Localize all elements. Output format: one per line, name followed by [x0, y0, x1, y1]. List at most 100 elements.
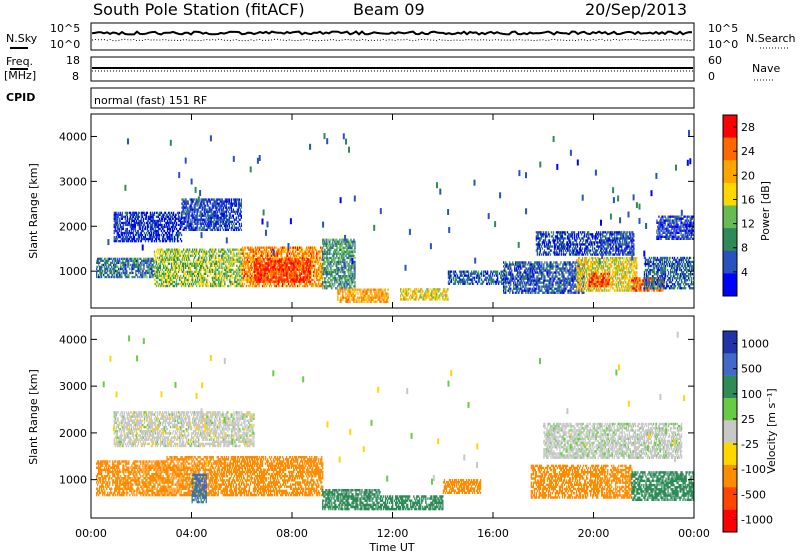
heatmap-cell	[189, 272, 191, 275]
heatmap-cell	[140, 215, 142, 218]
heatmap-cell	[280, 264, 282, 267]
heatmap-cell	[182, 264, 184, 267]
heatmap-cell	[354, 256, 356, 260]
heatmap-cell	[257, 250, 260, 253]
heatmap-cell	[243, 270, 246, 273]
heatmap-cell	[368, 288, 370, 291]
heatmap-cell	[124, 235, 126, 239]
heatmap-cell	[270, 268, 272, 271]
heatmap-cell	[185, 282, 187, 286]
heatmap-cell	[128, 265, 130, 269]
heatmap-cell	[137, 233, 139, 237]
heatmap-cell	[157, 262, 160, 265]
heatmap-cell	[240, 284, 242, 288]
heatmap-cell	[219, 276, 221, 280]
heatmap-cell	[199, 262, 201, 265]
heatmap-cell	[220, 248, 222, 251]
heatmap-cell	[213, 202, 215, 205]
heatmap-cell	[324, 277, 326, 280]
heatmap-cell	[100, 257, 102, 260]
heatmap-cell	[338, 266, 340, 270]
heatmap-cell	[277, 264, 279, 267]
heatmap-cell	[337, 288, 339, 291]
heatmap-cell	[339, 268, 341, 272]
heatmap-speck	[256, 157, 259, 164]
heatmap-cell	[188, 284, 190, 288]
heatmap-cell	[159, 262, 162, 265]
heatmap-cell	[147, 261, 149, 264]
heatmap-cell	[246, 260, 249, 263]
heatmap-cell	[347, 248, 349, 251]
heatmap-cell	[176, 248, 179, 251]
heatmap-cell	[331, 252, 333, 256]
heatmap-cell	[153, 235, 156, 239]
heatmap-cell	[365, 292, 367, 295]
heatmap-cell	[343, 238, 345, 241]
heatmap-cell	[269, 280, 271, 283]
heatmap-cell	[119, 275, 121, 279]
heatmap-cell	[275, 256, 278, 259]
heatmap-cell	[282, 256, 284, 259]
heatmap-cell	[257, 268, 259, 271]
heatmap-cell	[171, 227, 174, 231]
heatmap-cell	[350, 290, 352, 293]
heatmap-cell	[329, 252, 331, 256]
heatmap-cell	[151, 213, 154, 216]
heatmap-cell	[259, 262, 261, 265]
heatmap-cell	[231, 256, 233, 259]
heatmap-cell	[258, 270, 261, 273]
heatmap-cell	[351, 296, 353, 299]
heatmap-cell	[173, 240, 176, 243]
heatmap-cell	[228, 262, 230, 265]
heatmap-cell	[160, 223, 163, 227]
heatmap-cell	[152, 263, 154, 267]
heatmap-cell	[350, 277, 352, 280]
heatmap-cell	[276, 276, 278, 279]
heatmap-cell	[326, 258, 328, 262]
heatmap-cell	[225, 218, 227, 221]
heatmap-cell	[219, 270, 221, 273]
heatmap-cell	[97, 261, 99, 264]
heatmap-cell	[301, 278, 303, 281]
heatmap-cell	[272, 270, 274, 273]
heatmap-cell	[298, 284, 300, 288]
heatmap-cell	[243, 254, 246, 257]
heatmap-cell	[161, 276, 164, 280]
heatmap-cell	[269, 256, 272, 259]
heatmap-cell	[240, 278, 242, 282]
heatmap-cell	[327, 256, 329, 260]
heatmap-cell	[313, 278, 315, 282]
heatmap-cell	[114, 237, 116, 241]
heatmap-cell	[154, 256, 157, 259]
heatmap-cell	[186, 278, 188, 282]
heatmap-cell	[294, 272, 296, 275]
heatmap-cell	[182, 200, 184, 203]
heatmap-cell	[239, 204, 241, 207]
heatmap-cell	[237, 274, 239, 278]
heatmap-cell	[187, 226, 189, 229]
heatmap-cell	[208, 218, 210, 221]
heatmap-cell	[169, 213, 172, 216]
heatmap-cell	[172, 276, 175, 280]
heatmap-cell	[231, 250, 233, 253]
heatmap-cell	[133, 263, 135, 267]
heatmap-speck	[345, 138, 347, 145]
heatmap-cell	[114, 215, 116, 218]
heatmap-cell	[219, 266, 221, 269]
heatmap-cell	[187, 254, 189, 257]
heatmap-cell	[370, 290, 372, 293]
heatmap-cell	[288, 276, 290, 279]
heatmap-cell	[261, 270, 263, 273]
heatmap-cell	[354, 275, 356, 278]
heatmap-cell	[123, 231, 125, 235]
heatmap-cell	[297, 252, 299, 255]
heatmap-cell	[206, 212, 208, 215]
heatmap-cell	[168, 278, 171, 282]
heatmap-cell	[115, 269, 117, 273]
heatmap-cell	[218, 198, 220, 201]
heatmap-cell	[243, 276, 246, 280]
heatmap-cell	[342, 287, 344, 290]
heatmap-cell	[196, 282, 198, 286]
heatmap-cell	[279, 278, 281, 281]
heatmap-cell	[156, 276, 159, 280]
